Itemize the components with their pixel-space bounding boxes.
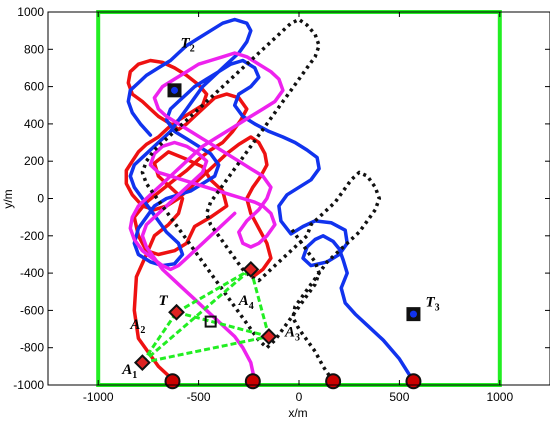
y-tick-label: -400 [20,266,44,280]
y-tick-label: 400 [24,117,44,131]
x-axis-label: x/m [288,406,307,420]
x-tick-label: 0 [296,390,303,404]
annotation-A2-4: A2 [129,317,145,336]
formation-edge-A2-A3 [176,310,270,338]
formation-vertex-A1 [133,354,151,372]
start-marker-4 [405,373,422,390]
axes: -1000 -500 0 500 1000 -1000 -800 -600 -400 -200 0 2… [13,5,550,404]
formation-vertex-A4 [242,260,260,278]
y-tick-label: 1000 [17,5,44,19]
start-marker-1 [164,373,181,390]
annotation-main: A [121,362,132,378]
annotation-main: A [129,317,140,333]
trajectory-magenta-path [128,51,285,384]
y-tick-label: 200 [24,154,44,168]
formation-vertex-A3 [260,328,278,345]
start-marker-3 [325,373,342,390]
annotation-subscript: 1 [132,370,137,381]
formation-centroid [204,315,217,328]
start-marker-2 [244,373,261,390]
annotation-A4-6: A4 [238,293,254,312]
annotation-main: A [284,325,295,341]
formation-edge-A3-A4 [249,268,271,337]
annotation-subscript: 3 [295,333,300,344]
trajectory-red-path [124,58,273,384]
x-tick-label: 1000 [486,390,513,404]
annotation-main: T [158,293,168,309]
formation-edge-A1-A3 [142,335,270,365]
annotation-A3-5: A3 [284,325,300,344]
y-tick-label: 800 [24,42,44,56]
annotation-subscript: 2 [140,325,145,336]
annotation-Tx-1: T [158,293,168,309]
y-tick-label: -600 [20,303,44,317]
annotation-subscript: 3 [435,303,440,314]
y-tick-label: 0 [37,192,44,206]
annotation-subscript: 2 [190,43,195,54]
annotation-main: A [238,293,249,309]
y-tick-label: 600 [24,80,44,94]
y-tick-label: -800 [20,341,44,355]
formation-vertex-A2 [168,303,185,321]
formation-edge-A1-A2 [141,311,178,364]
annotation-main: T [181,35,191,51]
trajectory-black-path [140,17,382,383]
annotation-subscript: 4 [249,301,254,312]
y-tick-label: -200 [20,229,44,243]
target-dot-T3 [409,310,417,318]
annotation-main: T [426,295,436,311]
formation-edge-A2-A4 [175,268,252,314]
target-dot-T2 [171,86,179,94]
formation-edge-A1-A4 [141,268,252,364]
x-tick-label: 500 [389,390,409,404]
x-tick-label: -1000 [83,390,114,404]
x-tick-label: -500 [187,390,211,404]
annotation-T2-0: T2 [181,35,195,54]
annotation-A1-3: A1 [121,362,137,381]
y-tick-label: -1000 [13,378,44,392]
y-axis-label: y/m [1,189,15,208]
annotation-T3-2: T3 [426,295,440,314]
